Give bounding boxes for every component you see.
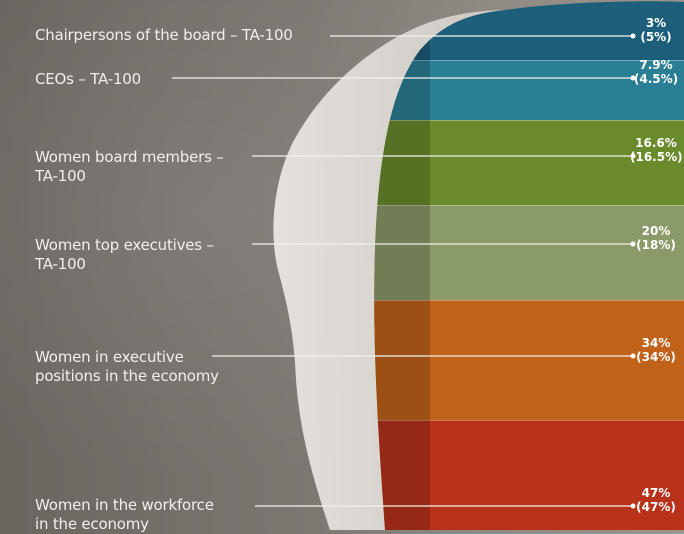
band-separator (374, 300, 684, 301)
bar-band-5 (374, 300, 684, 420)
bar-band-4 (374, 205, 684, 300)
data-label-current: 47% (641, 486, 671, 500)
data-point-marker (630, 241, 636, 247)
data-label: 47% (47%) (630, 486, 682, 514)
band-separator (374, 60, 684, 61)
data-label: 16.6% (16.5%) (630, 136, 683, 164)
category-label: Chairpersons of the board – TA-100 (35, 26, 293, 45)
category-label-line: Women top executives – (35, 236, 214, 254)
band-separator (374, 420, 684, 421)
category-label: CEOs – TA-100 (35, 70, 141, 89)
category-label: Women top executives – TA-100 (35, 236, 214, 274)
data-label: 20% (18%) (630, 224, 682, 252)
category-label: Women in the workforce in the economy (35, 496, 214, 534)
band-separator (374, 205, 684, 206)
data-label-previous: (18%) (636, 238, 676, 252)
data-label-previous: (34%) (636, 350, 676, 364)
data-label: 7.9% (4.5%) (630, 58, 682, 86)
bar-band-6 (374, 420, 684, 530)
category-label-line: Women in the workforce (35, 496, 214, 514)
data-label-current: 7.9% (639, 58, 673, 72)
bar-band-3 (374, 120, 684, 205)
category-label-line: TA-100 (35, 255, 86, 273)
data-label-current: 3% (645, 16, 667, 30)
data-label: 3% (5%) (630, 16, 682, 44)
category-label-line: Chairpersons of the board – TA-100 (35, 26, 293, 44)
band-separator (370, 0, 684, 1)
data-point-marker (630, 33, 636, 39)
data-label-previous: (16.5%) (630, 150, 683, 164)
category-label-line: Women in executive (35, 348, 184, 366)
category-label-line: in the economy (35, 515, 149, 533)
data-point-marker (630, 75, 636, 81)
data-label: 34% (34%) (630, 336, 682, 364)
data-label-previous: (4.5%) (633, 72, 679, 86)
data-point-marker (630, 503, 636, 509)
category-label: Women in executive positions in the econo… (35, 348, 219, 386)
category-label-line: positions in the economy (35, 367, 219, 385)
data-label-previous: (47%) (636, 500, 676, 514)
data-point-marker (630, 153, 636, 159)
data-label-current: 20% (641, 224, 671, 238)
data-label-previous: (5%) (640, 30, 672, 44)
band-separator (374, 120, 684, 121)
data-point-marker (630, 353, 636, 359)
category-label-line: CEOs – TA-100 (35, 70, 141, 88)
category-label-line: Women board members – (35, 148, 224, 166)
category-label: Women board members – TA-100 (35, 148, 224, 186)
data-label-current: 34% (641, 336, 671, 350)
shirt-silhouette (273, 10, 505, 530)
bar-band-2 (374, 60, 684, 120)
data-label-current: 16.6% (635, 136, 677, 150)
category-label-line: TA-100 (35, 167, 86, 185)
